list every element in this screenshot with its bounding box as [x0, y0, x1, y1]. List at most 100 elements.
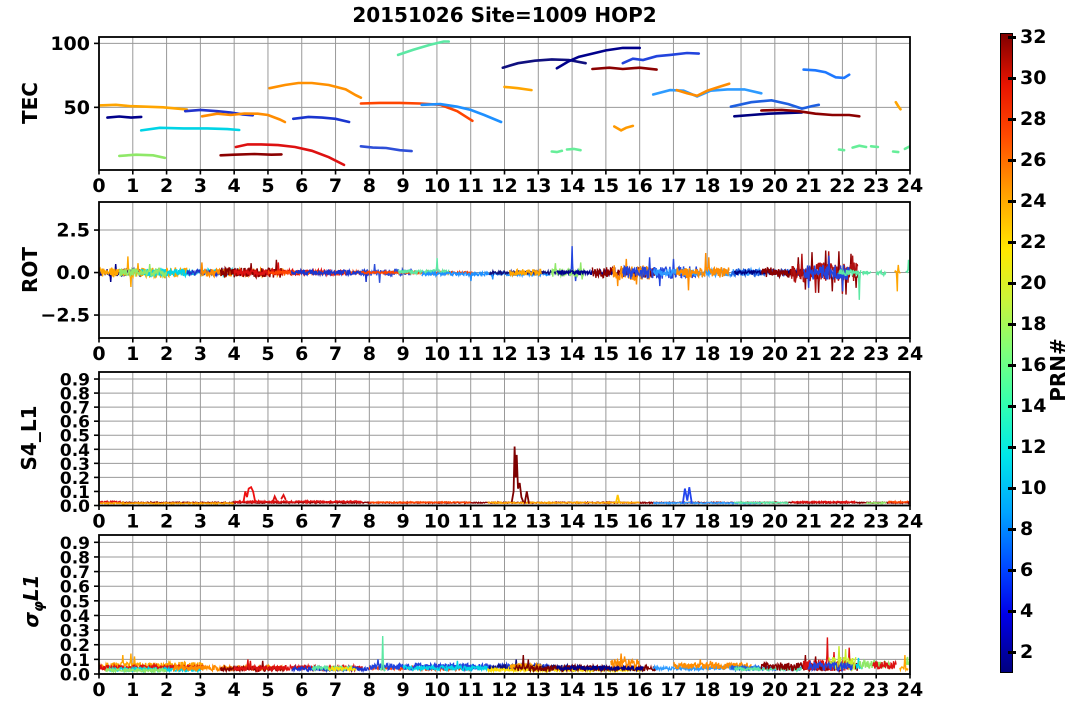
rot-x-tick-label: 11 — [457, 343, 483, 365]
tec-arc — [268, 81, 363, 99]
tec-x-tick-label: 21 — [795, 175, 821, 197]
rot-trace — [875, 268, 887, 278]
tec-arc — [891, 150, 900, 154]
s4-x-tick-label: 11 — [457, 511, 483, 533]
s4-x-tick-label: 1 — [126, 511, 139, 533]
s4-x-tick-label: 0 — [92, 511, 105, 533]
colorbar-tick-label: 30 — [1020, 67, 1047, 90]
rot-y-tick-label: −2.5 — [40, 305, 90, 327]
s4-trace — [865, 500, 887, 505]
sigphi-x-tick-label: 12 — [491, 679, 517, 701]
sigphi-x-tick-label: 5 — [261, 679, 274, 701]
s4-y-tick-label: 0.0 — [60, 497, 90, 517]
s4-x-tick-label: 12 — [491, 511, 517, 533]
s4-x-tick-label: 24 — [897, 511, 923, 533]
s4-x-tick-label: 7 — [329, 511, 342, 533]
tec-arc — [359, 145, 413, 153]
sigphi-trace — [899, 654, 909, 673]
s4-arc — [615, 494, 621, 504]
rot-x-tick-label: 12 — [491, 343, 517, 365]
sigphi-trace — [556, 663, 644, 673]
tec-x-tick-label: 8 — [363, 175, 376, 197]
s4-x-tick-label: 15 — [593, 511, 619, 533]
tec-x-tick-label: 7 — [329, 175, 342, 197]
tec-arc — [118, 153, 167, 160]
tec-arc — [894, 100, 902, 111]
sigphi-gridlines — [99, 535, 910, 674]
colorbar-tick-mark — [1008, 35, 1016, 39]
s4-x-tick-label: 17 — [660, 511, 686, 533]
s4-gridlines — [99, 372, 910, 506]
tec-arc — [675, 82, 731, 98]
rot-trace — [118, 264, 168, 280]
s4-trace — [487, 500, 640, 505]
tec-x-tick-label: 3 — [194, 175, 207, 197]
tec-arc — [106, 115, 143, 119]
colorbar-tick-label: 12 — [1020, 436, 1047, 459]
colorbar-tick-label: 2 — [1020, 641, 1034, 664]
tec-arc — [420, 102, 503, 124]
sigphi-trace — [105, 666, 167, 674]
colorbar-gradient — [1000, 33, 1013, 673]
sigphi-x-tick-label: 0 — [92, 679, 105, 701]
colorbar-tick-label: 14 — [1020, 395, 1047, 418]
rot-x-tick-label: 22 — [829, 343, 855, 365]
colorbar-tick-mark — [1008, 158, 1016, 162]
tec-arc — [550, 149, 564, 154]
tec-arc — [760, 108, 861, 118]
sigphi-x-tick-label: 15 — [593, 679, 619, 701]
s4-arc — [242, 485, 256, 503]
tec-arc — [200, 112, 287, 124]
colorbar-tick-label: 32 — [1020, 26, 1047, 49]
s4-trace — [233, 498, 363, 505]
rot-x-tick-label: 0 — [92, 343, 105, 365]
sigphi-y-tick-label: 0.3 — [60, 622, 90, 642]
sigphi-x-tick-label: 19 — [728, 679, 754, 701]
tec-arc — [729, 98, 821, 110]
rot-x-tick-label: 18 — [694, 343, 720, 365]
tec-x-tick-label: 23 — [863, 175, 889, 197]
sigphi-x-tick-label: 1 — [126, 679, 139, 701]
s4-y-tick-label: 0.9 — [60, 371, 90, 391]
tec-arc — [396, 40, 450, 57]
chart-title: 20151026 Site=1009 HOP2 — [352, 3, 657, 27]
tec-x-tick-label: 14 — [559, 175, 585, 197]
s4-x-tick-label: 9 — [397, 511, 410, 533]
rot-x-tick-label: 3 — [194, 343, 207, 365]
sigphi-x-tick-label: 22 — [829, 679, 855, 701]
tec-arc — [869, 145, 880, 149]
s4-y-tick-label: 0.5 — [60, 427, 90, 447]
rot-trace — [676, 252, 730, 291]
colorbar-tick-mark — [1008, 609, 1016, 613]
rot-x-tick-label: 10 — [424, 343, 450, 365]
colorbar-tick-mark — [1008, 199, 1016, 203]
rot-trace — [802, 255, 850, 292]
s4-x-tick-label: 18 — [694, 511, 720, 533]
rot-x-tick-label: 15 — [593, 343, 619, 365]
sigphi-x-tick-label: 20 — [762, 679, 788, 701]
sigphi-y-tick-label: 0.4 — [60, 607, 90, 627]
sigphi-x-tick-label: 7 — [329, 679, 342, 701]
colorbar-tick-label: 22 — [1020, 231, 1047, 254]
sigphi-y-tick-label: 0.5 — [60, 592, 90, 612]
s4-y-tick-label: 0.2 — [60, 469, 90, 489]
tec-x-tick-label: 5 — [261, 175, 274, 197]
colorbar-tick-mark — [1008, 568, 1016, 572]
s4-x-tick-label: 19 — [728, 511, 754, 533]
tec-x-tick-label: 20 — [762, 175, 788, 197]
sigphi-trace — [610, 653, 640, 670]
tec-arc — [837, 148, 846, 152]
s4-x-tick-label: 22 — [829, 511, 855, 533]
s4-series — [99, 446, 910, 506]
sigphi-y-tick-label: 0.8 — [60, 548, 90, 568]
tec-x-tick-label: 17 — [660, 175, 686, 197]
s4-x-tick-label: 10 — [424, 511, 450, 533]
sigphi-x-tick-label: 11 — [457, 679, 483, 701]
s4-x-tick-label: 21 — [795, 511, 821, 533]
s4-x-tick-label: 5 — [261, 511, 274, 533]
tec-x-tick-label: 16 — [626, 175, 652, 197]
colorbar-tick-mark — [1008, 404, 1016, 408]
sigphi-x-tick-label: 6 — [295, 679, 308, 701]
sigphi-y-tick-label: 0.9 — [60, 534, 90, 554]
